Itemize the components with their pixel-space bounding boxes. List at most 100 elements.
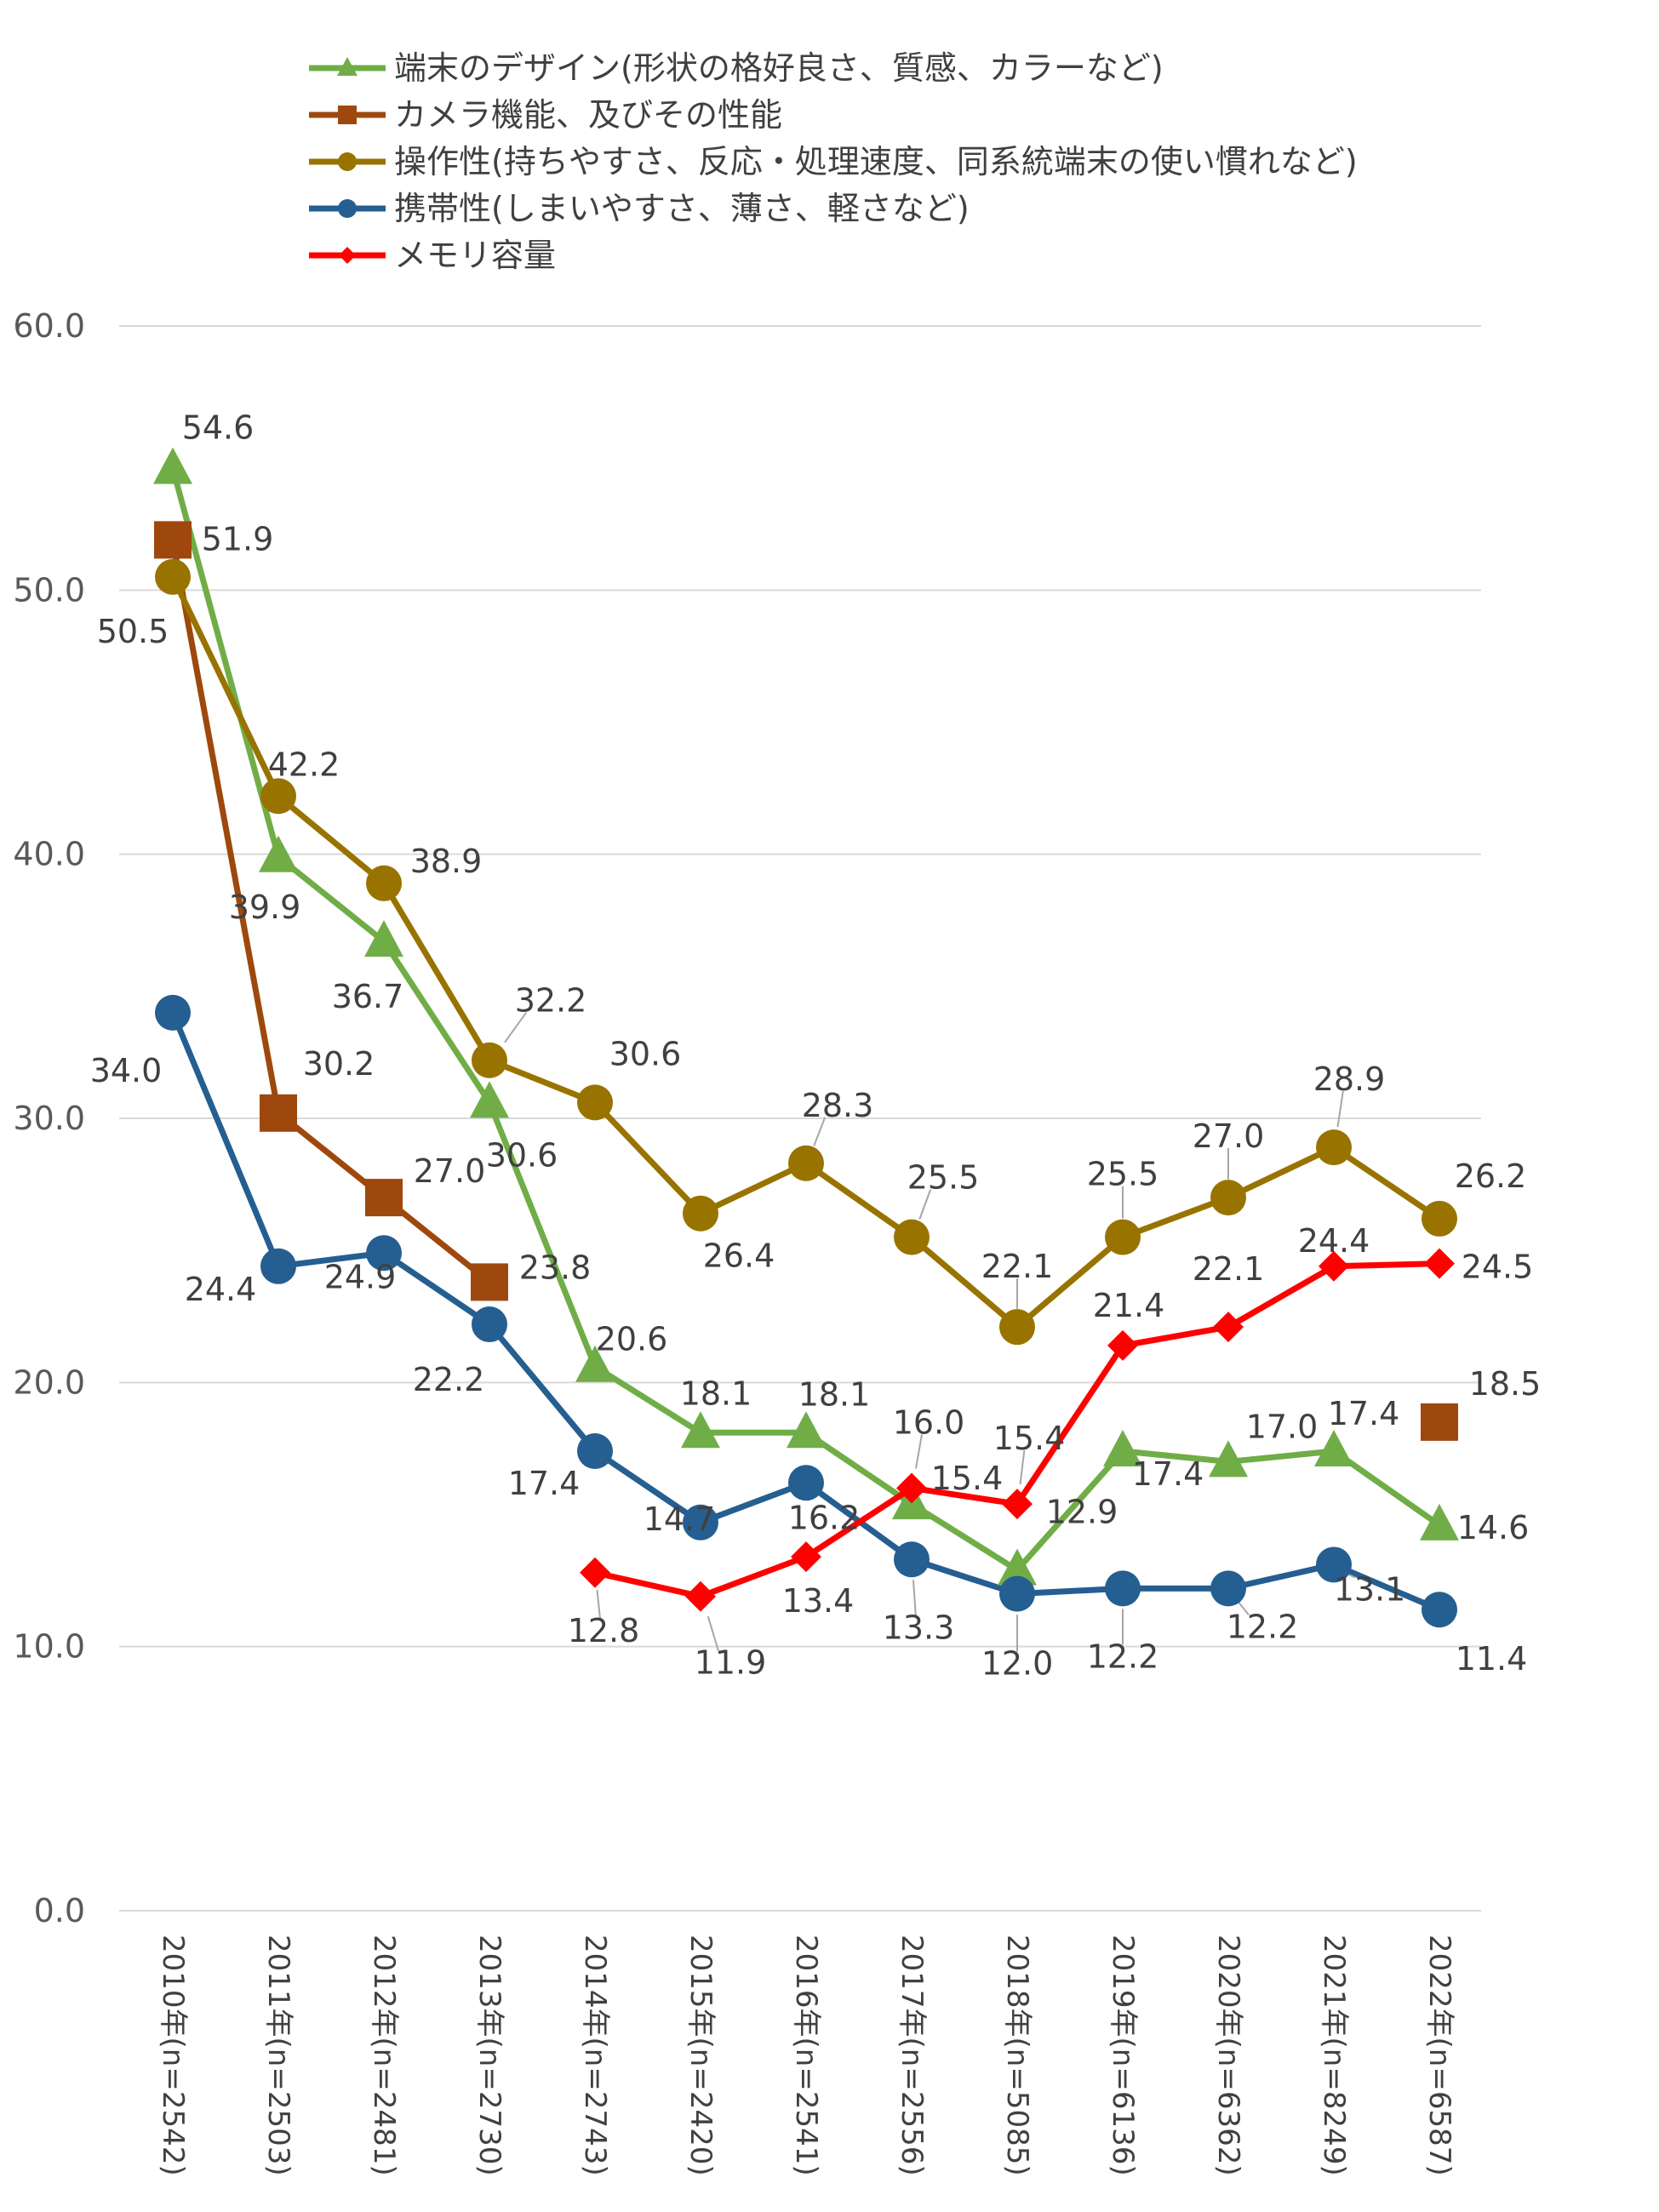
series-2-data-label: 26.4 [703,1237,775,1275]
legend-item: 端末のデザイン(形状の格好良さ、質感、カラーなど) [309,49,1164,87]
series-0-point-2013-n-2730 [470,1081,509,1118]
legend-item: カメラ機能、及びその性能 [309,96,782,134]
series-4-point-2017-n-2556 [896,1472,927,1504]
series-2-data-label: 25.5 [907,1159,980,1197]
series-0-data-label: 36.7 [332,978,404,1015]
y-axis-ticks: 0.0 10.0 20.0 30.0 40.0 50.0 60.0 [13,307,85,1929]
series-2-point-2011-n-2503 [260,778,296,814]
series-1-data-label: 27.0 [414,1152,486,1190]
legend-label: 端末のデザイン(形状の格好良さ、質感、カラーなど) [394,49,1164,87]
series-3-data-label: 34.0 [90,1052,163,1089]
series-2-point-2014-n-2743 [577,1084,613,1121]
legend-diamond-marker [339,247,356,264]
legend-circle-marker [338,152,357,171]
series-2-point-2013-n-2730 [472,1042,507,1078]
series-2-point-2012-n-2481 [366,865,402,901]
series-0-point-2022-n-6587 [1420,1503,1459,1540]
series-0-point-2020-n-6362 [1209,1440,1248,1478]
series-1-point-2013-n-2730 [471,1263,508,1301]
series-3-point-2013-n-2730 [472,1306,507,1343]
series-1-point-2022-n-6587 [1421,1403,1458,1441]
series-3-point-2010-n-2542 [155,994,191,1031]
series-3-leader-line [912,1580,917,1616]
series-1-point-2011-n-2503 [260,1094,297,1132]
series-3-point-2015-n-2420 [683,1504,718,1540]
series-0-data-label: 20.6 [596,1321,668,1358]
series-4-point-2019-n-6136 [1107,1329,1138,1361]
series-2-point-2018-n-5085 [999,1309,1035,1346]
series-3-point-2017-n-2556 [894,1541,930,1578]
series-2-leader-line [918,1189,932,1220]
series-4-point-2014-n-2743 [580,1557,610,1588]
series-0-point-2010-n-2542 [153,447,192,484]
series-3-data-label: 17.4 [508,1465,581,1502]
series-3-data-label: 13.1 [1334,1570,1406,1608]
series-3-data-label: 16.2 [788,1499,861,1536]
series-markers [153,447,1459,1628]
series-2-point-2016-n-2541 [788,1145,824,1181]
gridlines [119,325,1481,1912]
series-3-data-label: 12.2 [1087,1638,1159,1675]
x-tick-label: 2022年(n=6587) [1422,1935,1456,2176]
series-4-data-label: 13.4 [782,1582,855,1620]
series-1-line [169,536,493,1285]
y-tick-label: 0.0 [34,1892,85,1929]
label-leader-lines [504,1012,1356,1652]
series-0-point-2012-n-2481 [364,920,403,957]
series-4-point-2015-n-2420 [685,1580,716,1612]
series-3-data-label: 13.3 [883,1609,955,1646]
x-tick-label: 2015年(n=2420) [684,1935,718,2176]
series-2-data-label: 30.6 [609,1035,682,1072]
series-4-data-label: 21.4 [1093,1287,1165,1324]
series-2-line [169,574,1443,1330]
series-2-data-label: 27.0 [1193,1117,1265,1155]
series-4-data-label: 22.1 [1193,1250,1265,1288]
x-tick-label: 2019年(n=6136) [1106,1935,1140,2176]
x-tick-label: 2012年(n=2481) [367,1935,401,2176]
series-0-data-label: 17.4 [1328,1395,1400,1432]
y-tick-label: 40.0 [13,836,85,873]
x-tick-label: 2020年(n=6362) [1211,1935,1245,2176]
series-0-data-label: 12.9 [1046,1494,1118,1531]
series-3-data-label: 24.4 [185,1271,257,1308]
series-2-data-label: 25.5 [1087,1156,1159,1193]
series-3-point-2011-n-2503 [260,1248,296,1284]
series-3-data-label: 22.2 [413,1361,485,1398]
series-3-data-label: 14.7 [644,1500,716,1538]
series-0-point-2021-n-8249 [1314,1430,1353,1467]
x-tick-label: 2010年(n=2542) [156,1935,190,2176]
series-4-data-label: 24.5 [1462,1249,1534,1286]
series-3-point-2021-n-8249 [1316,1546,1352,1583]
series-4-point-2020-n-6362 [1213,1312,1244,1343]
y-tick-label: 50.0 [13,571,85,609]
series-2-data-label: 26.2 [1455,1157,1527,1195]
series-4-point-2016-n-2541 [791,1541,821,1573]
series-2-point-2020-n-6362 [1210,1180,1246,1216]
series-2-data-label: 28.3 [802,1087,874,1124]
series-0-data-label: 15.4 [931,1460,1004,1497]
series-3-point-2020-n-6362 [1210,1570,1246,1607]
y-tick-label: 30.0 [13,1100,85,1137]
series-1-point-2010-n-2542 [154,521,192,559]
series-2-leader-line [504,1012,528,1043]
series-0-data-label: 54.6 [182,409,255,447]
legend-label: 操作性(持ちやすさ、反応・処理速度、同系統端末の使い慣れなど) [394,143,1358,180]
legend-item: 携帯性(しまいやすさ、薄さ、軽さなど) [309,190,970,227]
legend-label: メモリ容量 [394,237,556,274]
series-4-point-2022-n-6587 [1424,1248,1455,1279]
series-3-point-2018-n-5085 [999,1575,1035,1612]
series-2-data-label: 22.1 [981,1248,1054,1285]
legend-triangle-marker [337,57,358,76]
series-3-data-label: 24.9 [324,1258,397,1295]
series-2-data-label: 50.5 [97,613,169,650]
x-tick-label: 2013年(n=2730) [472,1935,506,2176]
legend-item: メモリ容量 [309,237,556,274]
series-4-leader-line [915,1434,923,1469]
y-tick-label: 20.0 [13,1363,85,1401]
x-axis-labels: 2010年(n=2542) 2011年(n=2503) 2012年(n=2481) 2… [156,1935,1456,2176]
series-4-leader-line [596,1590,601,1619]
legend-label: カメラ機能、及びその性能 [394,96,782,134]
legend-square-marker [338,106,357,124]
series-4-data-label: 24.4 [1298,1222,1370,1260]
